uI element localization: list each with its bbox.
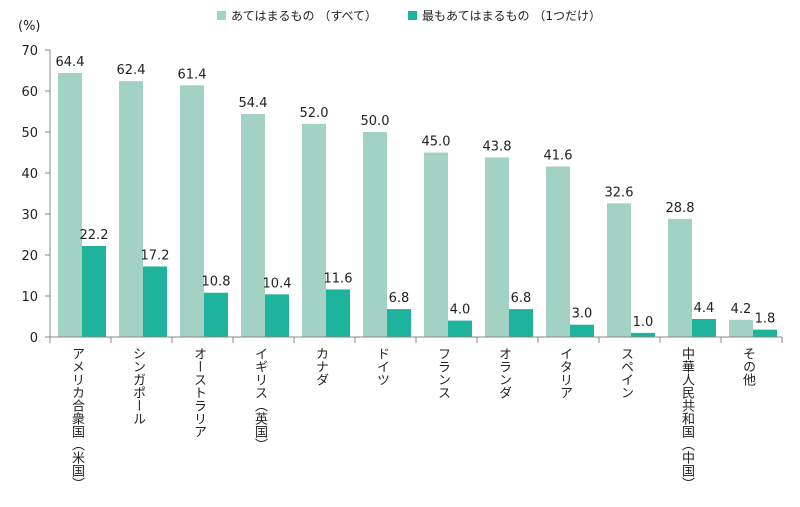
- x-tick-label: イタリア: [557, 347, 572, 399]
- x-tick-label: ドイツ: [374, 347, 389, 386]
- y-tick-label: 10: [21, 290, 38, 305]
- x-tick-label: フランス: [435, 347, 450, 399]
- bar-most: [265, 294, 289, 337]
- bars: [58, 72, 777, 338]
- legend: あてはまるもの （すべて） 最もあてはまるもの （1つだけ）: [217, 9, 601, 23]
- data-labels: 64.4 22.2 62.4 17.2 61.4 10.8 54.4 10.4 52.0 11.6…: [56, 55, 776, 330]
- y-tick-label: 40: [21, 167, 38, 182]
- data-label: 28.8: [666, 201, 695, 216]
- data-label: 1.8: [755, 312, 776, 327]
- data-label: 50.0: [361, 114, 390, 129]
- bar-all: [119, 81, 143, 337]
- data-label: 11.6: [324, 271, 353, 286]
- legend-label: 最もあてはまるもの （1つだけ）: [422, 9, 601, 23]
- bar-most: [509, 309, 533, 337]
- data-label: 54.4: [239, 96, 268, 111]
- legend-swatch: [408, 11, 417, 20]
- y-tick-label: 70: [21, 44, 38, 59]
- data-label: 4.2: [731, 302, 752, 317]
- data-label: 62.4: [117, 63, 146, 78]
- bar-all: [363, 132, 387, 337]
- data-label: 41.6: [544, 148, 573, 163]
- data-label: 61.4: [178, 67, 207, 82]
- x-tick-label: スペイン: [618, 347, 634, 399]
- x-tick-label: イギリス（英国）: [252, 347, 268, 451]
- bar-most: [631, 332, 655, 337]
- bar-all: [180, 85, 204, 337]
- bar-all: [729, 319, 753, 337]
- bar-all: [58, 72, 82, 338]
- legend-label: あてはまるもの （すべて）: [231, 9, 377, 23]
- data-label: 3.0: [572, 307, 593, 322]
- y-tick-label: 60: [21, 85, 38, 100]
- x-axis: アメリカ合衆国（米国） シンガポール オーストラリア イギリス（英国） カナダ ドイツ フラ…: [49, 336, 783, 490]
- data-label: 45.0: [422, 135, 451, 150]
- bar-all: [241, 113, 265, 338]
- data-label: 4.4: [694, 301, 715, 316]
- bar-most: [143, 266, 167, 337]
- bar-most: [692, 318, 716, 337]
- x-tick-label: 中華人民共和国（中国）: [679, 347, 695, 490]
- bar-all: [668, 218, 692, 337]
- x-tick-label: その他: [740, 347, 756, 387]
- bar-most: [387, 309, 411, 337]
- data-label: 1.0: [633, 315, 654, 330]
- data-label: 4.0: [450, 303, 471, 318]
- x-tick-label: オランダ: [496, 347, 511, 399]
- y-tick-label: 20: [21, 249, 38, 264]
- y-tick-label: 30: [21, 208, 38, 223]
- bar-most: [82, 245, 106, 337]
- data-label: 6.8: [389, 291, 410, 306]
- data-label: 10.4: [263, 276, 292, 291]
- data-label: 32.6: [605, 185, 634, 200]
- y-axis-unit: (%): [18, 19, 41, 34]
- data-label: 43.8: [483, 139, 512, 154]
- bar-most: [753, 329, 777, 337]
- data-label: 22.2: [80, 228, 109, 243]
- bar-all: [424, 152, 448, 337]
- x-tick-label: オーストラリア: [191, 347, 206, 438]
- x-tick-label: アメリカ合衆国（米国）: [69, 347, 85, 490]
- data-label: 52.0: [300, 106, 329, 121]
- bar-most: [570, 324, 594, 337]
- bar-most: [448, 320, 472, 337]
- data-label: 10.8: [202, 275, 231, 290]
- x-tick-label: カナダ: [313, 347, 328, 386]
- data-label: 17.2: [141, 248, 170, 263]
- y-tick-label: 50: [21, 126, 38, 141]
- bar-most: [204, 292, 228, 337]
- bar-all: [607, 203, 631, 337]
- data-label: 6.8: [511, 291, 532, 306]
- legend-swatch: [217, 11, 226, 20]
- bar-all: [546, 166, 570, 337]
- data-label: 64.4: [56, 55, 85, 70]
- bar-most: [326, 289, 350, 337]
- bar-all: [302, 123, 326, 337]
- y-tick-label: 0: [30, 331, 38, 346]
- x-tick-label: シンガポール: [130, 347, 145, 425]
- bar-all: [485, 157, 509, 337]
- y-axis: 0 10 20 30 40 50 60 70: [21, 44, 51, 346]
